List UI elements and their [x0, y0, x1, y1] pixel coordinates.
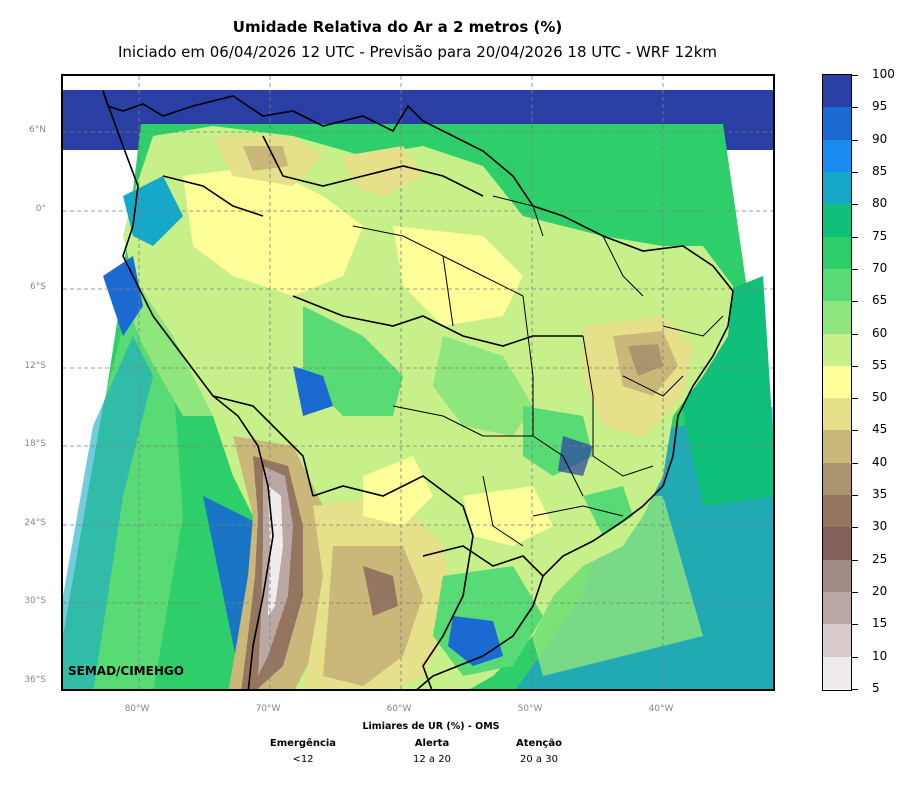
colorbar-label: 65: [872, 293, 888, 308]
colorbar-tick: [852, 592, 858, 594]
colorbar-segment: [823, 236, 851, 270]
colorbar-segment: [823, 139, 851, 173]
colorbar-tick: [852, 171, 858, 173]
colorbar-tick: [852, 462, 858, 464]
threshold-attention-range: 20 a 30: [520, 754, 558, 765]
colorbar-label: 5: [872, 681, 880, 695]
colorbar-label: 50: [872, 390, 888, 405]
colorbar-segment: [823, 301, 851, 335]
colorbar-tick: [852, 656, 858, 658]
colorbar-tick: [852, 624, 858, 626]
colorbar-label: 15: [872, 616, 888, 631]
colorbar-label: 55: [872, 357, 888, 372]
colorbar-label: 90: [872, 131, 888, 146]
colorbar-segment: [823, 333, 851, 367]
lat-label: 36°S: [24, 675, 46, 685]
colorbar-segment: [823, 365, 851, 399]
colorbar-segment: [823, 656, 851, 690]
colorbar-segment: [823, 495, 851, 528]
colorbar-tick: [852, 495, 858, 497]
colorbar-tick: [852, 559, 858, 561]
threshold-alert-name: Alerta: [414, 738, 450, 749]
threshold-emergency-range: <12: [292, 754, 314, 765]
colorbar-tick: [852, 301, 858, 303]
lat-label: 0°: [35, 204, 46, 214]
lat-label: 30°S: [24, 596, 46, 606]
colorbar-segment: [823, 527, 851, 561]
colorbar-label: 85: [872, 163, 888, 178]
colorbar-segment: [823, 559, 851, 593]
colorbar-label: 30: [872, 519, 888, 534]
lat-label: 12°S: [24, 361, 46, 371]
map-title: Umidade Relativa do Ar a 2 metros (%): [232, 18, 563, 36]
lat-label: 24°S: [24, 518, 46, 528]
colorbar-label: 45: [872, 422, 888, 437]
colorbar-tick: [852, 204, 858, 206]
lon-label: 70°W: [255, 704, 281, 714]
map-subtitle: Iniciado em 06/04/2026 12 UTC - Previsão…: [117, 43, 718, 61]
colorbar-tick: [852, 139, 858, 141]
lat-label: 6°N: [29, 125, 46, 135]
colorbar-tick: [852, 268, 858, 270]
colorbar-label: 40: [872, 454, 888, 469]
country-borders: [102, 90, 734, 689]
colorbar-tick: [852, 107, 858, 109]
state-borders: [352, 195, 724, 547]
credit-label: SEMAD/CIMEHGO: [68, 664, 184, 678]
colorbar-tick: [852, 430, 858, 432]
colorbar-segment: [823, 75, 851, 108]
gridlines: [63, 76, 773, 689]
lat-label: 6°S: [30, 282, 46, 292]
colorbar-segment: [823, 171, 851, 205]
colorbar-tick: [852, 333, 858, 335]
colorbar-label: 80: [872, 196, 888, 211]
lon-label: 50°W: [517, 704, 543, 714]
colorbar-segment: [823, 624, 851, 658]
colorbar-tick: [852, 527, 858, 529]
colorbar-label: 75: [872, 228, 888, 243]
colorbar-tick: [852, 236, 858, 238]
colorbar-tick: [852, 365, 858, 367]
lon-label: 60°W: [386, 704, 412, 714]
colorbar-label: 25: [872, 551, 888, 566]
lon-label: 40°W: [648, 704, 674, 714]
colorbar-label: 70: [872, 260, 888, 275]
threshold-title: Limiares de UR (%) - OMS: [362, 721, 500, 732]
colorbar-tick: [852, 398, 858, 400]
colorbar-tick: [852, 689, 858, 690]
colorbar-label: 35: [872, 487, 888, 502]
lon-label: 80°W: [124, 704, 150, 714]
lat-label: 18°S: [24, 439, 46, 449]
colorbar-segment: [823, 107, 851, 141]
threshold-attention-name: Atenção: [516, 738, 562, 749]
colorbar: [822, 74, 852, 691]
colorbar-label: 60: [872, 325, 888, 340]
colorbar-label: 95: [872, 99, 888, 114]
colorbar-segment: [823, 592, 851, 625]
threshold-alert-range: 12 a 20: [413, 754, 451, 765]
colorbar-segment: [823, 430, 851, 464]
map-panel: [61, 74, 775, 691]
colorbar-segment: [823, 398, 851, 431]
colorbar-label: 10: [872, 648, 888, 663]
colorbar-segment: [823, 462, 851, 496]
threshold-emergency-name: Emergência: [269, 738, 337, 749]
humidity-field: [63, 76, 773, 689]
colorbar-tick: [852, 75, 858, 76]
colorbar-segment: [823, 268, 851, 302]
colorbar-label: 100: [872, 67, 895, 81]
colorbar-segment: [823, 204, 851, 238]
colorbar-label: 20: [872, 584, 888, 599]
